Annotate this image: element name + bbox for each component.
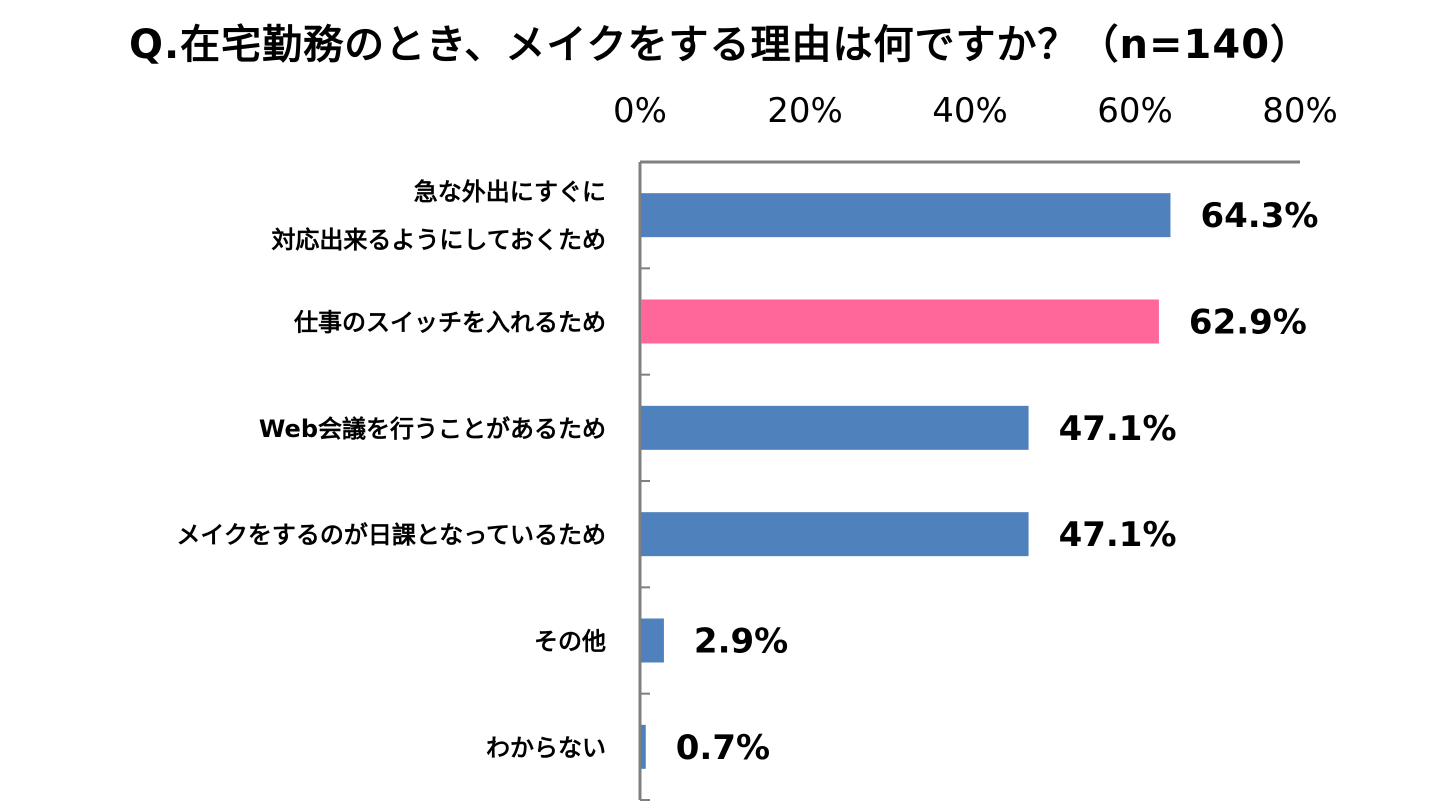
category-label: 対応出来るようにしておくため <box>271 226 606 254</box>
bar <box>641 299 1159 344</box>
category-label: メイクをするのが日課となっているため <box>176 521 606 549</box>
data-label: 2.9% <box>694 622 788 662</box>
bar <box>641 724 646 769</box>
data-label: 62.9% <box>1189 303 1307 343</box>
x-tick-label: 0% <box>613 91 667 131</box>
bar <box>641 405 1029 450</box>
data-label: 0.7% <box>676 728 770 768</box>
data-label: 64.3% <box>1200 196 1318 236</box>
category-label: わからない <box>486 734 606 762</box>
bar <box>641 618 664 663</box>
category-label: Web会議を行うことがあるため <box>259 415 606 443</box>
category-label: その他 <box>534 628 606 656</box>
bar <box>641 512 1029 557</box>
x-tick-label: 80% <box>1262 91 1338 131</box>
data-label: 47.1% <box>1059 409 1177 449</box>
category-label: 仕事のスイッチを入れるため <box>293 309 606 337</box>
x-tick-label: 40% <box>932 91 1008 131</box>
category-label: 急な外出にすぐに <box>414 178 606 206</box>
x-tick-label: 60% <box>1097 91 1173 131</box>
x-tick-label: 20% <box>767 91 843 131</box>
chart-title: Q.在宅勤務のとき、メイクをする理由は何ですか？（n=140） <box>128 22 1312 68</box>
bar <box>641 193 1171 238</box>
data-label: 47.1% <box>1059 515 1177 555</box>
